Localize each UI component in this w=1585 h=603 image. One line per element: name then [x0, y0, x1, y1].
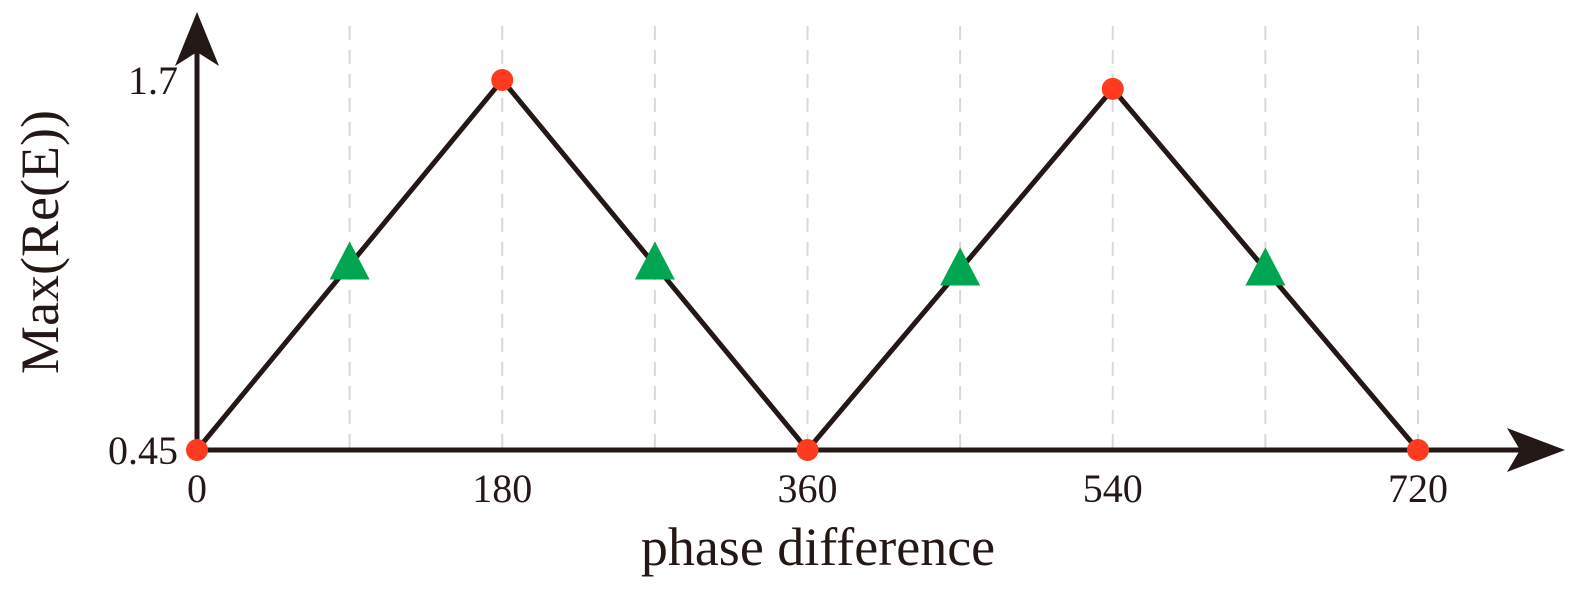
data-point-circle	[186, 439, 208, 461]
axes	[175, 12, 1565, 472]
x-tick-label: 540	[1083, 466, 1143, 511]
x-tick-label: 720	[1388, 466, 1448, 511]
data-point-circle	[491, 69, 513, 91]
y-tick-label: 1.7	[128, 58, 178, 103]
data-point-circle	[797, 439, 819, 461]
x-tick-label: 360	[778, 466, 838, 511]
x-tick-label: 0	[187, 466, 207, 511]
y-axis-label: Max(Re(E))	[10, 110, 70, 374]
y-tick-label: 0.45	[108, 428, 178, 473]
x-axis-label: phase difference	[641, 517, 995, 577]
data-point-circle	[1407, 439, 1429, 461]
x-tick-label: 180	[472, 466, 532, 511]
data-point-circle	[1102, 78, 1124, 100]
